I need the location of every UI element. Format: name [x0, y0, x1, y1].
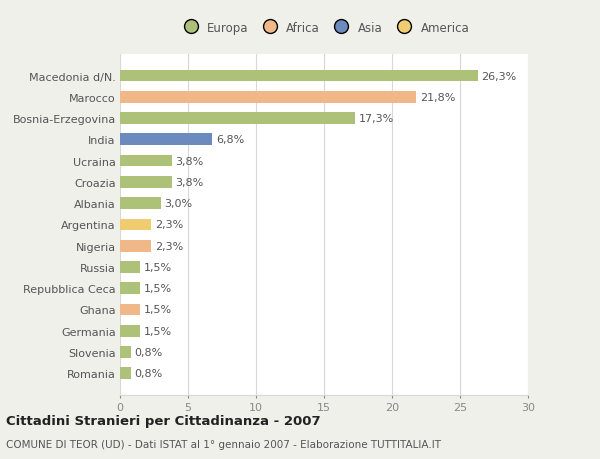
Text: 1,5%: 1,5%: [144, 326, 172, 336]
Bar: [120, 304, 140, 316]
Bar: [120, 71, 478, 82]
Text: 21,8%: 21,8%: [420, 93, 455, 102]
Text: 1,5%: 1,5%: [144, 263, 172, 272]
Bar: [120, 219, 151, 231]
Text: 2,3%: 2,3%: [155, 220, 183, 230]
Text: 0,8%: 0,8%: [134, 369, 163, 379]
Bar: [120, 262, 140, 273]
Bar: [120, 347, 131, 358]
Bar: [120, 325, 140, 337]
Text: Cittadini Stranieri per Cittadinanza - 2007: Cittadini Stranieri per Cittadinanza - 2…: [6, 414, 320, 428]
Text: 3,8%: 3,8%: [175, 156, 203, 166]
Text: COMUNE DI TEOR (UD) - Dati ISTAT al 1° gennaio 2007 - Elaborazione TUTTITALIA.IT: COMUNE DI TEOR (UD) - Dati ISTAT al 1° g…: [6, 440, 441, 449]
Bar: [120, 283, 140, 294]
Text: 0,8%: 0,8%: [134, 347, 163, 357]
Bar: [120, 92, 416, 103]
Text: 26,3%: 26,3%: [481, 71, 517, 81]
Bar: [120, 241, 151, 252]
Text: 1,5%: 1,5%: [144, 284, 172, 294]
Text: 2,3%: 2,3%: [155, 241, 183, 251]
Bar: [120, 177, 172, 188]
Bar: [120, 368, 131, 379]
Text: 6,8%: 6,8%: [216, 135, 244, 145]
Text: 17,3%: 17,3%: [359, 114, 394, 124]
Bar: [120, 134, 212, 146]
Legend: Europa, Africa, Asia, America: Europa, Africa, Asia, America: [174, 17, 474, 39]
Text: 3,0%: 3,0%: [164, 199, 193, 209]
Bar: [120, 156, 172, 167]
Text: 1,5%: 1,5%: [144, 305, 172, 315]
Bar: [120, 198, 161, 209]
Text: 3,8%: 3,8%: [175, 178, 203, 187]
Bar: [120, 113, 355, 125]
